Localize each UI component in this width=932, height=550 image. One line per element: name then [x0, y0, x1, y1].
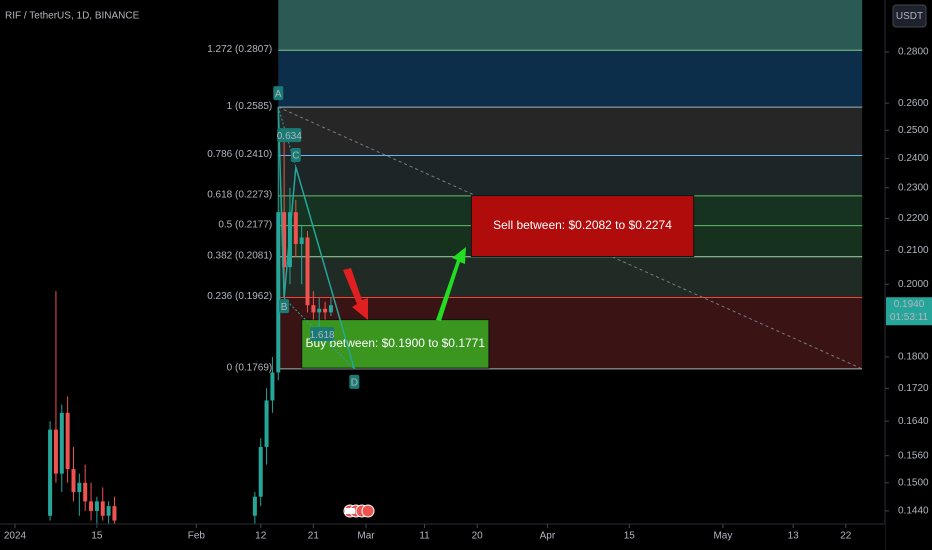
y-tick-label: 0.2600 — [898, 98, 929, 109]
candle-body — [264, 400, 269, 447]
candle-body — [328, 305, 333, 313]
zone-text: Sell between: $0.2082 to $0.2274 — [493, 218, 672, 232]
y-tick-label: 0.1560 — [898, 450, 929, 461]
fib-band — [278, 107, 863, 156]
fib-label: 1 (0.2585) — [227, 101, 273, 112]
candle-body — [89, 501, 94, 511]
x-tick-label: Mar — [357, 531, 375, 542]
y-tick-label: 0.2800 — [898, 47, 929, 58]
candle-body — [282, 212, 287, 268]
ratio-box — [310, 327, 335, 342]
price-axis — [885, 0, 932, 550]
currency-label[interactable]: USDT — [896, 11, 923, 22]
zone-box — [470, 195, 695, 257]
countdown: 01:53:11 — [890, 312, 929, 323]
fib-band — [278, 155, 863, 196]
pattern-point-label: A — [275, 89, 282, 100]
x-tick-label: 15 — [624, 531, 636, 542]
symbol-title: RIF / TetherUS, 1D, BINANCE — [5, 11, 140, 22]
candle-body — [299, 237, 304, 244]
pattern-point — [290, 148, 301, 163]
candle-body — [270, 372, 275, 401]
x-tick-label: 15 — [91, 531, 103, 542]
candle-body — [48, 429, 53, 516]
candle-body — [94, 501, 99, 511]
x-tick-label: 21 — [308, 531, 320, 542]
ratio-label: 0.634 — [277, 131, 302, 142]
x-tick-label: 11 — [419, 531, 430, 542]
fib-label: 1.272 (0.2807) — [207, 44, 272, 55]
y-tick-label: 0.2500 — [898, 125, 929, 136]
x-tick-label: 22 — [840, 531, 852, 542]
candle-body — [106, 506, 111, 516]
pattern-point-label: C — [292, 151, 299, 162]
flags — [343, 504, 375, 518]
candle-body — [112, 506, 117, 521]
ratio-box — [277, 128, 302, 143]
y-tick-label: 0.1720 — [898, 383, 929, 394]
x-tick-label: 13 — [788, 531, 800, 542]
candle-body — [100, 501, 105, 516]
candle-body — [59, 412, 64, 474]
pattern-point-label: D — [351, 378, 358, 389]
fib-label: 0.5 (0.2177) — [218, 219, 272, 230]
fib-band — [278, 256, 863, 298]
x-tick-label: May — [713, 531, 732, 542]
candle-body — [323, 308, 328, 313]
candle-body — [53, 429, 58, 474]
fib-band — [278, 0, 863, 51]
y-tick-label: 0.2100 — [898, 245, 929, 256]
y-tick-label: 0.2200 — [898, 213, 929, 224]
time-axis — [0, 524, 885, 550]
candle-body — [71, 469, 76, 493]
x-tick-label: Feb — [188, 531, 206, 542]
zone-text: Buy between: $0.1900 to $0.1771 — [306, 336, 486, 350]
arrow-down — [343, 268, 368, 320]
fib-label: 0.618 (0.2273) — [207, 190, 272, 201]
candle-body — [276, 212, 281, 373]
pattern-point — [349, 374, 360, 389]
candle-body — [317, 308, 322, 313]
plot-area: 1.272 (0.2807) 1 (0.2585) 0.786 (0.2410) 0.… — [48, 0, 863, 531]
candle-body — [305, 237, 310, 306]
currency-button[interactable] — [892, 4, 927, 28]
candle-body — [258, 446, 263, 497]
x-tick-label: 12 — [255, 531, 267, 542]
candle-body — [252, 496, 257, 516]
x-tick-label: Apr — [540, 531, 556, 542]
y-tick-label: 0.1640 — [898, 416, 929, 427]
y-tick-label: 0.1500 — [898, 477, 929, 488]
ratio-label: 1.618 — [310, 330, 335, 341]
candle-body — [77, 482, 82, 493]
arrow-up — [436, 247, 466, 321]
fib-label: 0 (0.1769) — [227, 363, 273, 374]
x-tick-label: 20 — [472, 531, 484, 542]
y-tick-label: 0.2300 — [898, 182, 929, 193]
fib-label: 0.786 (0.2410) — [207, 149, 272, 160]
y-tick-label: 0.2400 — [898, 153, 929, 164]
fib-label: 0.382 (0.2081) — [207, 250, 272, 261]
y-tick-label: 0.1440 — [898, 506, 929, 517]
candle-body — [83, 482, 88, 502]
fib-band — [278, 50, 863, 108]
candle-body — [311, 305, 316, 313]
pattern-point-label: B — [281, 302, 288, 313]
y-tick-label: 0.1800 — [898, 352, 929, 363]
pattern-line — [277, 107, 356, 370]
candle-body — [293, 212, 298, 244]
last-price: 0.1940 — [894, 299, 925, 310]
fib-label: 0.236 (0.1962) — [207, 291, 272, 302]
x-tick-label: 2024 — [4, 531, 27, 542]
y-tick-label: 0.2000 — [898, 279, 929, 290]
candle-body — [65, 412, 70, 470]
pattern-point — [279, 299, 290, 314]
pattern-point — [273, 86, 284, 101]
last-price-tag — [886, 297, 932, 326]
